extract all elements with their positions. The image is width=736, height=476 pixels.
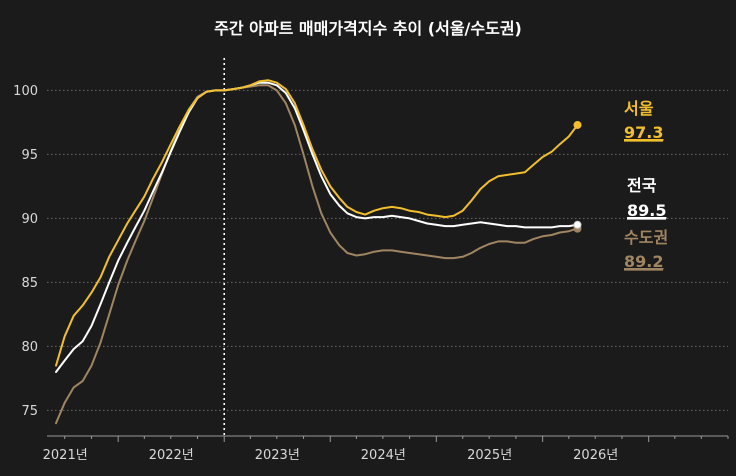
series-value-label: 97.3 bbox=[624, 123, 663, 142]
x-axis: 2021년 2022년 2023년 2024년 2025년 2026년 bbox=[43, 435, 729, 463]
series-value-label: 89.2 bbox=[624, 252, 663, 271]
x-tick-label: 2021년 bbox=[43, 448, 88, 463]
y-tick-label: 75 bbox=[21, 404, 38, 419]
y-axis-tick-labels: 75 80 85 90 95 100 bbox=[13, 84, 38, 419]
grid-lines bbox=[47, 89, 728, 411]
x-tick-label: 2022년 bbox=[149, 448, 194, 463]
series-value-label: 89.5 bbox=[627, 201, 666, 220]
y-tick-label: 95 bbox=[21, 148, 38, 163]
x-tick-label: 2024년 bbox=[361, 448, 406, 463]
series-line-national bbox=[55, 81, 579, 373]
x-tick-label: 2026년 bbox=[573, 448, 618, 463]
y-tick-label: 85 bbox=[21, 276, 38, 291]
series-name-label: 수도권 bbox=[624, 228, 668, 247]
series-end-point bbox=[573, 120, 582, 129]
y-tick-label: 100 bbox=[13, 84, 38, 99]
series-end-labels: 서울 97.3 전국 89.5 수도권 89.2 bbox=[624, 99, 668, 271]
series-lines bbox=[55, 79, 582, 425]
y-tick-label: 90 bbox=[21, 212, 38, 227]
series-end-point bbox=[573, 220, 582, 229]
y-tick-label: 80 bbox=[21, 340, 38, 355]
series-name-label: 서울 bbox=[624, 99, 654, 118]
series-line-seoul bbox=[55, 79, 579, 367]
series-line-capital-area bbox=[55, 84, 579, 425]
series-name-label: 전국 bbox=[627, 176, 657, 195]
x-tick-label: 2025년 bbox=[467, 448, 512, 463]
x-tick-label: 2023년 bbox=[255, 448, 300, 463]
chart-title: 주간 아파트 매매가격지수 추이 (서울/수도권) bbox=[214, 19, 522, 38]
